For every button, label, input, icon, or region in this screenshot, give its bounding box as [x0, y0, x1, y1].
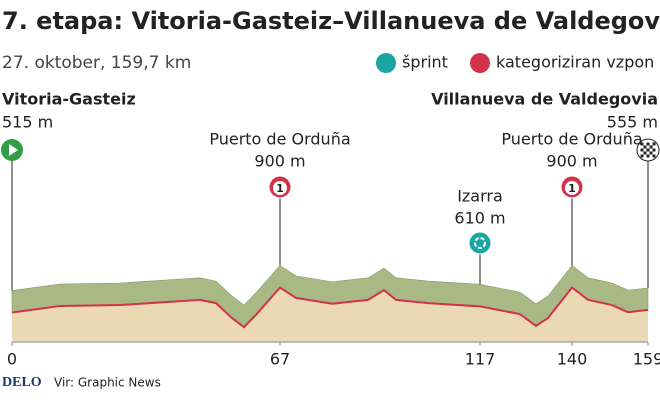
point-elevation: 610 m [454, 209, 505, 228]
finish-check [640, 154, 644, 158]
climb-icon-inner [273, 181, 287, 195]
finish-check [649, 145, 653, 149]
climb-category: 1 [276, 182, 284, 195]
subtitle: 27. oktober, 159,7 km [2, 53, 191, 73]
point-elevation: 900 m [546, 152, 597, 171]
start-name: Vitoria-Gasteiz [2, 90, 136, 109]
point-elevation: 900 m [254, 152, 305, 171]
finish-check [652, 142, 656, 146]
finish-check [652, 154, 656, 158]
profile-line [11, 286, 649, 329]
finish-check [640, 142, 644, 146]
credit: Vir: Graphic News [54, 376, 161, 390]
profile-side [12, 287, 648, 342]
finish-check [652, 148, 656, 152]
x-tick-label: 67 [270, 350, 290, 369]
x-tick-label: 140 [557, 350, 588, 369]
finish-check [646, 142, 650, 146]
start-elevation: 515 m [2, 113, 53, 132]
finish-elevation: 555 m [607, 113, 658, 132]
finish-check [646, 154, 650, 158]
climb-icon-inner [565, 181, 579, 195]
climb-category: 1 [568, 182, 576, 195]
finish-name: Villanueva de Valdegovia [431, 90, 658, 109]
finish-check [643, 145, 647, 149]
finish-check [643, 151, 647, 155]
finish-check [640, 148, 644, 152]
sprint-icon-inner [474, 237, 486, 249]
x-tick-label: 117 [465, 350, 496, 369]
x-tick-label: 159 [633, 350, 660, 369]
legend-climb-icon [470, 53, 490, 73]
legend-label: šprint [402, 53, 448, 72]
x-tick-label: 0 [7, 350, 17, 369]
chart-title: 7. etapa: Vitoria-Gasteiz–Villanueva de … [2, 7, 660, 35]
finish-check [646, 148, 650, 152]
point-name: Puerto de Orduña [501, 130, 642, 149]
legend-sprint-icon [376, 53, 396, 73]
finish-check [649, 151, 653, 155]
brand: DELO [2, 375, 42, 390]
start-arrow [9, 144, 18, 156]
sprint-icon [468, 231, 492, 255]
point-name: Izarra [457, 187, 503, 206]
legend-label: kategoriziran vzpon [496, 53, 654, 72]
point-name: Puerto de Orduña [209, 130, 350, 149]
